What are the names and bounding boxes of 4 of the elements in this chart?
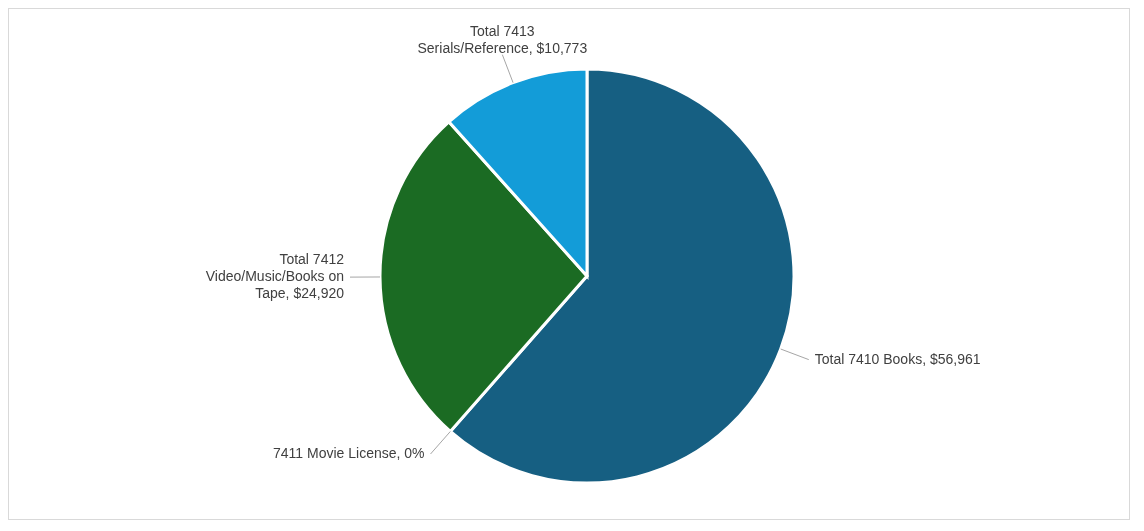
slice-label: Total 7412 Video/Music/Books on Tape, $24,920 [205,250,345,301]
slice-label: Total 7413 Serials/Reference, $10,773 [417,22,588,56]
slice-label: Total 7410 Books, $56,961 [814,350,981,367]
category-label: 7411 Movie License, 0% [273,444,425,461]
